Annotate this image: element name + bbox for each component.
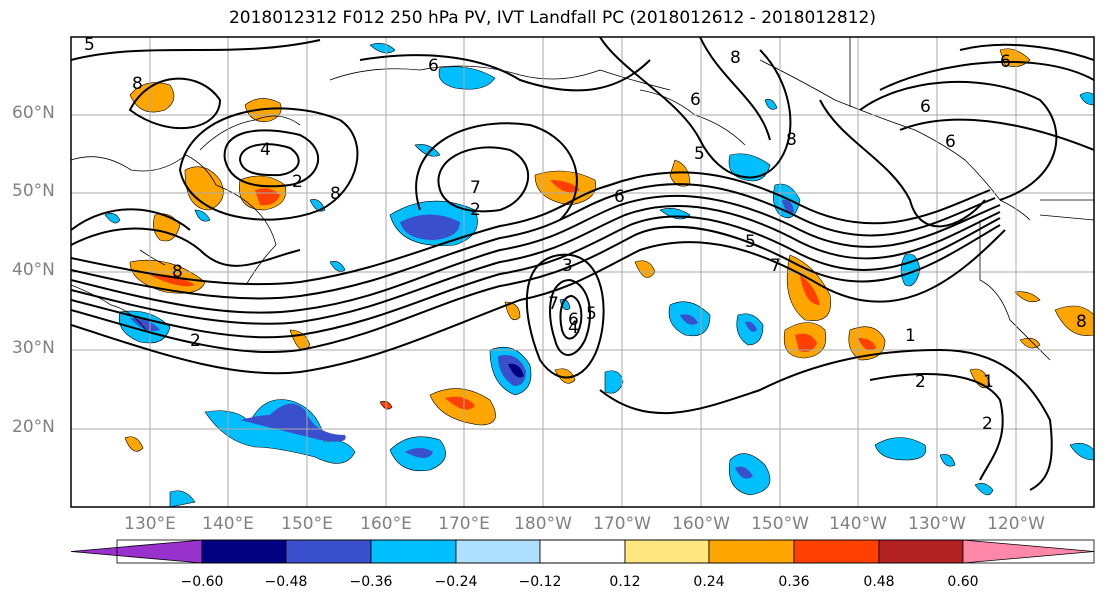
longitude-label: 180°W [514,514,572,534]
contour-label: 3 [562,256,573,276]
colorbar-tick-label: −0.24 [434,574,478,590]
longitude-label: 130°E [124,514,176,534]
contour-label: 6 [428,56,439,76]
longitude-label: 140°E [202,514,254,534]
colorbar-tick-label: −0.36 [349,574,393,590]
contour-label: 2 [292,172,303,192]
colorbar-tick-label: 0.48 [863,574,895,590]
contour-label: 6 [1000,52,1011,72]
contour-label: 2 [915,372,926,392]
colorbar-tick-label: 0.24 [693,574,725,590]
longitude-label: 160°E [360,514,412,534]
colorbar-tick-label: −0.60 [180,574,224,590]
contour-label: 6 [568,310,579,330]
colorbar-tick-label: −0.12 [518,574,562,590]
longitude-label: 120°W [987,514,1045,534]
longitude-label: 150°E [281,514,333,534]
longitude-label: 170°W [593,514,651,534]
latitude-label: 40°N [12,260,55,280]
contour-label: 1 [905,326,916,346]
latitude-label: 60°N [12,103,55,123]
contour-label: 4 [260,140,271,160]
contour-label: 2 [190,331,201,351]
contour-label: 7 [548,294,559,314]
colorbar-tick-label: 0.12 [609,574,641,590]
contour-label: 2 [470,200,481,220]
contour-label: 8 [132,74,143,94]
longitude-label: 150°W [751,514,809,534]
colorbar-tick-label: −0.48 [264,574,308,590]
longitude-label: 160°W [672,514,730,534]
contour-label: 6 [920,97,931,117]
contour-label: 7 [770,256,781,276]
latitude-label: 20°N [12,417,55,437]
contour-label: 8 [730,48,741,68]
contour-label: 6 [614,187,625,207]
longitude-label: 130°W [908,514,966,534]
contour-label: 8 [172,262,183,282]
latitude-label: 50°N [12,181,55,201]
map-frame [70,36,1095,508]
latitude-label: 30°N [12,338,55,358]
colorbar-tick-label: 0.36 [778,574,810,590]
longitude-label: 140°W [829,514,887,534]
contour-label: 1 [983,372,994,392]
contour-label: 8 [1076,312,1087,332]
contour-label: 8 [330,184,341,204]
contour-label: 8 [786,130,797,150]
longitude-label: 170°E [438,514,490,534]
map-title: 2018012312 F012 250 hPa PV, IVT Landfall… [228,8,876,28]
contour-label: 5 [694,144,705,164]
contour-label: 5 [745,232,756,252]
contour-label: 6 [945,132,956,152]
contour-label: 6 [690,90,701,110]
pv-contours [71,37,1094,491]
contour-label: 4 [568,318,579,338]
contour-label: 5 [84,35,95,55]
contour-label: 5 [586,304,597,324]
colorbar-tick-label: 0.60 [947,574,979,590]
contour-label: 7 [470,178,481,198]
contour-label: 2 [982,414,993,434]
